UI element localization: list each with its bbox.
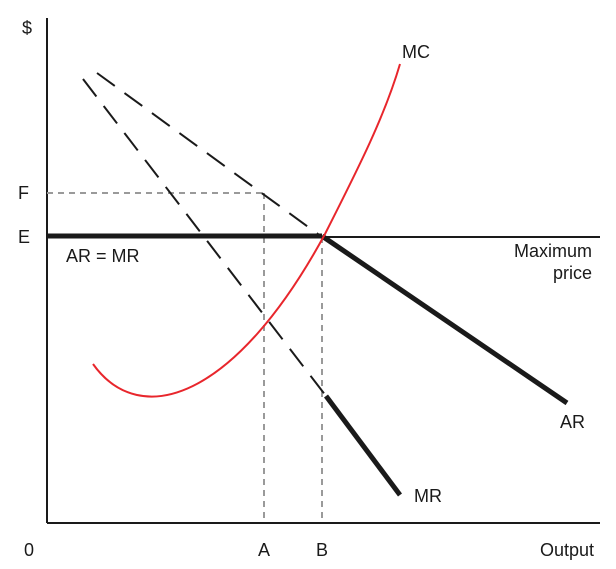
ar-equals-mr-label: AR = MR [66, 246, 140, 266]
guide-lines [47, 192, 323, 523]
maximum-price-label: Maximum [514, 241, 592, 261]
origin-label: 0 [24, 540, 34, 560]
ar-label: AR [560, 412, 585, 432]
mc-label: MC [402, 42, 430, 62]
maximum-price-label-line2: price [553, 263, 592, 283]
original-ar-dashed [96, 72, 323, 238]
output-tick-a: A [258, 540, 270, 560]
price-tick-e: E [18, 227, 30, 247]
output-tick-b: B [316, 540, 328, 560]
mr-label: MR [414, 486, 442, 506]
mr-curve [323, 394, 403, 497]
mc-curve [92, 63, 401, 398]
y-axis-label: $ [22, 18, 32, 38]
price-tick-f: F [18, 183, 29, 203]
x-axis-label: Output [540, 540, 594, 560]
ar-curve [320, 233, 569, 406]
